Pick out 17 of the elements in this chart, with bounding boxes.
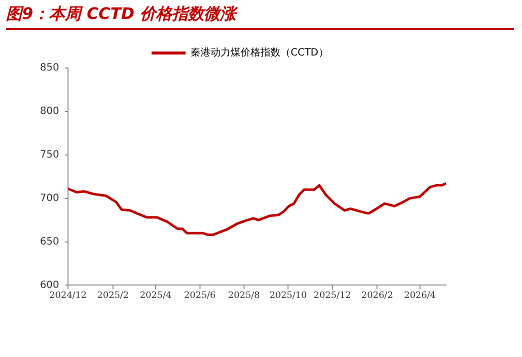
x-tick-label: 2025/2 xyxy=(97,290,129,301)
x-tick-label: 2025/6 xyxy=(184,290,216,301)
y-tick-label: 750 xyxy=(40,149,60,160)
x-tick-label: 2025/12 xyxy=(314,290,352,301)
x-tick-label: 2026/4 xyxy=(404,290,436,301)
x-tick-label: 2025/8 xyxy=(228,290,260,301)
y-tick-label: 650 xyxy=(40,236,60,248)
y-tick-label: 850 xyxy=(40,62,60,74)
y-tick-label: 600 xyxy=(40,280,60,291)
legend-label: 秦港动力煤价格指数（CCTD） xyxy=(190,46,328,59)
x-tick-label: 2025/10 xyxy=(269,290,308,301)
y-tick-label: 700 xyxy=(40,192,60,204)
x-tick-label: 2024/12 xyxy=(49,290,87,301)
y-tick-label: 800 xyxy=(40,106,60,118)
x-tick-label: 2026/2 xyxy=(361,290,394,301)
chart-title: 图9：本周 CCTD 价格指数微涨 xyxy=(6,4,514,30)
x-tick-label: 2025/4 xyxy=(140,290,172,301)
